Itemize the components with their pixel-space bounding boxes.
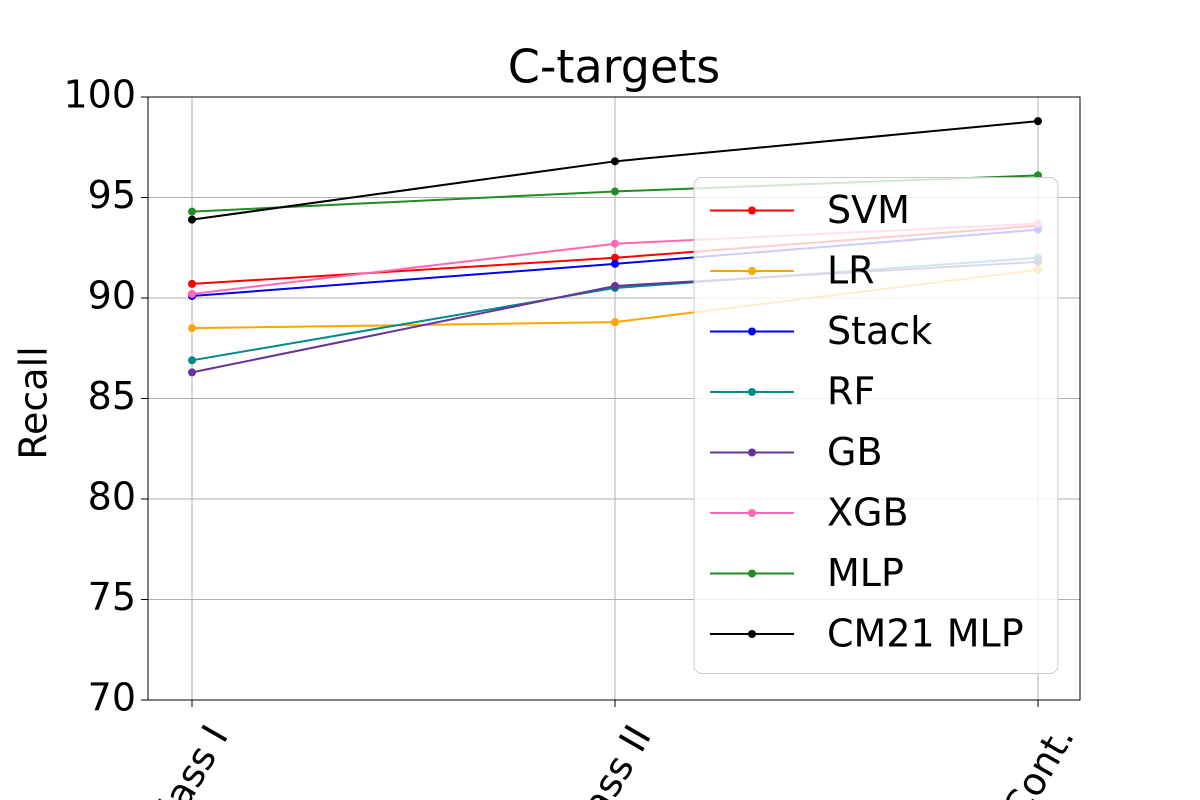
- point: [188, 207, 196, 216]
- point: [188, 279, 196, 288]
- point: [611, 281, 619, 290]
- point: [611, 259, 619, 268]
- legend-label: RF: [827, 370, 875, 414]
- y-tick-label: 80: [88, 475, 136, 519]
- legend-marker: [748, 388, 756, 396]
- legend-label: LR: [827, 249, 875, 293]
- legend-label: SVM: [827, 188, 910, 232]
- legend-label: MLP: [827, 551, 904, 595]
- y-axis-label: Recall: [12, 346, 56, 459]
- point: [611, 157, 619, 166]
- legend-box: [693, 177, 1059, 674]
- legend-marker: [748, 448, 756, 457]
- point: [611, 253, 619, 262]
- point: [188, 324, 196, 333]
- legend-label: CM21 MLP: [827, 612, 1024, 656]
- point: [611, 239, 619, 248]
- x-tick-label: Class II: [555, 718, 660, 800]
- legend-marker: [748, 327, 756, 336]
- legend-marker: [748, 267, 756, 275]
- plot-frame: [147, 96, 1081, 701]
- legend: SVM LR Stack RF GB XGB MLP CM21 MLP: [693, 177, 1059, 674]
- legend-label: GB: [827, 430, 883, 474]
- point: [611, 318, 619, 327]
- y-tick-label: 95: [88, 173, 136, 217]
- legend-marker: [748, 206, 756, 215]
- y-tick-label: 100: [63, 73, 136, 117]
- legend-label: XGB: [827, 491, 909, 535]
- point: [188, 356, 196, 365]
- point: [188, 215, 196, 224]
- legend-marker: [748, 569, 756, 578]
- point: [188, 368, 196, 377]
- y-tick-label: 90: [88, 274, 136, 318]
- legend-label: Stack: [827, 309, 932, 353]
- y-tick-label: 70: [88, 676, 136, 720]
- chart-title: C-targets: [508, 40, 721, 94]
- x-tick-label: Class I: [137, 718, 237, 800]
- legend-marker: [748, 630, 756, 638]
- y-tick-label: 85: [88, 374, 136, 418]
- point: [188, 289, 196, 298]
- point: [1034, 117, 1042, 126]
- x-tick-label: Cont.: [994, 718, 1083, 800]
- point: [611, 187, 619, 196]
- y-tick-label: 75: [88, 575, 136, 619]
- legend-marker: [748, 509, 756, 517]
